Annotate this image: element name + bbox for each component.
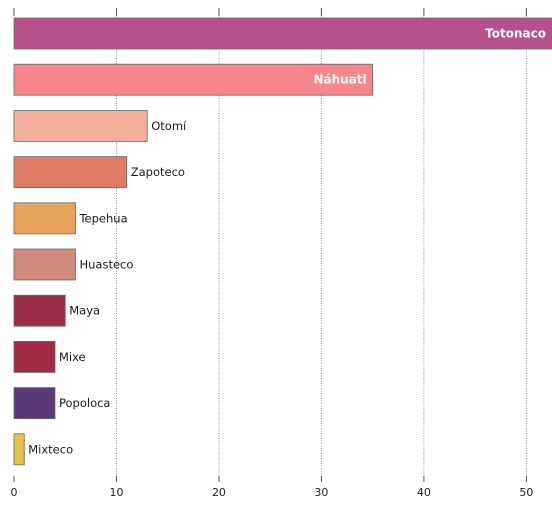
bar-totonaco [13,17,552,50]
bar-label: Maya [69,304,100,318]
bar-layer [13,17,552,466]
bar-label: Náhuatl [313,73,366,87]
bar-label: Huasteco [79,258,133,272]
bar-maya [13,294,66,327]
bar-label: Otomí [151,119,187,133]
x-tick-label: 20 [212,486,226,499]
bar-nahuatl [13,63,374,96]
bar-tepehua [13,202,76,235]
bar-label: Mixe [59,350,86,364]
x-tick-label: 30 [314,486,328,499]
label-layer: Totonaco Náhuatl Otomí Zapoteco Tepehua Huast… [28,27,546,457]
x-tick-label: 50 [519,486,533,499]
bar-zapoteco [13,156,128,189]
bar-label: Tepehua [78,211,127,225]
bar-mixe [13,340,56,373]
bar-label: Totonaco [485,27,546,41]
bar-label: Mixteco [28,442,73,456]
bar-huasteco [13,248,76,281]
x-tick-label: 40 [417,486,431,499]
x-tick-label: 0 [11,486,18,499]
bar-popoloca [13,387,56,420]
bar-mixteco [13,433,25,466]
bar-otomi [13,110,148,142]
bar-label: Zapoteco [131,165,185,179]
x-tick-label: 10 [109,486,123,499]
bar-label: Popoloca [59,396,111,410]
x-axis: 0 10 20 30 40 50 [11,8,533,499]
